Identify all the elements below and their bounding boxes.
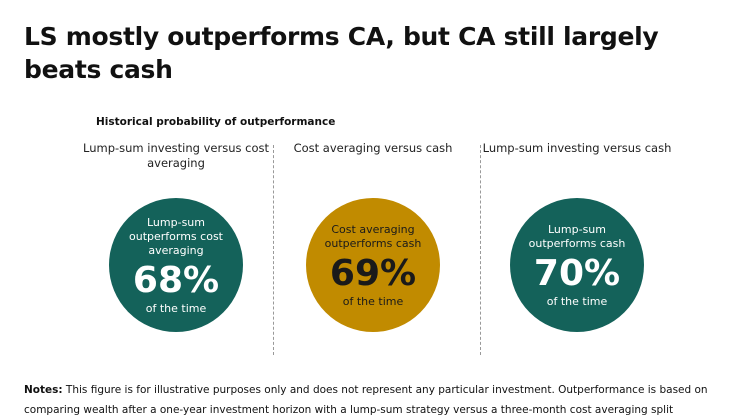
column-ls-vs-cash: Lump-sum investing versus cash Lump-sum …	[477, 141, 677, 332]
notes-label: Notes:	[24, 384, 63, 396]
column-ls-vs-ca: Lump-sum investing versus cost averaging…	[76, 141, 276, 332]
circle-label: Cost averaging outperforms cash	[324, 222, 422, 250]
notes: Notes: This figure is for illustrative p…	[24, 380, 739, 420]
circle-footer: of the time	[546, 294, 608, 308]
column-heading: Lump-sum investing versus cost averaging	[83, 141, 269, 170]
column-heading: Cost averaging versus cash	[293, 141, 453, 155]
circle-label: Lump-sum outperforms cash	[528, 222, 626, 250]
stat-circle: Lump-sum outperforms cash 70% of the tim…	[510, 198, 644, 332]
circle-footer: of the time	[145, 301, 207, 315]
figure-subtitle: Historical probability of outperformance	[96, 116, 336, 128]
divider	[480, 145, 481, 355]
column-ca-vs-cash: Cost averaging versus cash Cost averagin…	[273, 141, 473, 332]
notes-text: This figure is for illustrative purposes…	[24, 384, 708, 416]
divider	[273, 145, 274, 355]
stat-circle: Cost averaging outperforms cash 69% of t…	[306, 198, 440, 332]
circle-label: Lump-sum outperforms cost averaging	[129, 215, 223, 257]
column-heading: Lump-sum investing versus cash	[482, 141, 672, 155]
circle-percent: 68%	[132, 259, 220, 301]
circle-footer: of the time	[342, 294, 404, 308]
stat-circle: Lump-sum outperforms cost averaging 68% …	[109, 198, 243, 332]
circle-percent: 70%	[533, 252, 621, 294]
page-title: LS mostly outperforms CA, but CA still l…	[24, 22, 659, 84]
circle-percent: 69%	[329, 252, 417, 294]
